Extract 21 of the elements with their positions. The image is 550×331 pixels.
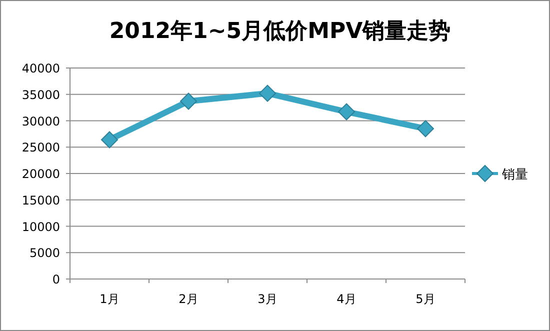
x-tick-label: 4月	[336, 292, 356, 306]
point	[259, 84, 276, 102]
legend-label: 销量	[501, 168, 528, 182]
x-tick-label: 5月	[416, 292, 436, 306]
x-tick-label: 1月	[100, 292, 120, 306]
y-tick-label: 5000	[29, 246, 60, 260]
y-tick-label: 40000	[22, 62, 60, 76]
y-tick-label: 10000	[22, 220, 60, 234]
point	[180, 92, 197, 110]
y-tick-label: 15000	[22, 193, 60, 208]
y-tick-label: 25000	[22, 140, 60, 155]
point	[417, 120, 434, 138]
y-tick-label: 30000	[22, 114, 60, 128]
point	[338, 103, 355, 120]
y-tick-label: 0	[52, 272, 60, 286]
chart-title: 2012年1~5月低价MPV销量走势	[109, 19, 451, 44]
point	[101, 131, 118, 148]
x-tick-label: 3月	[258, 292, 278, 306]
x-tick-label: 2月	[178, 292, 198, 306]
y-tick-label: 20000	[22, 167, 60, 181]
y-tick-label: 35000	[22, 88, 60, 102]
